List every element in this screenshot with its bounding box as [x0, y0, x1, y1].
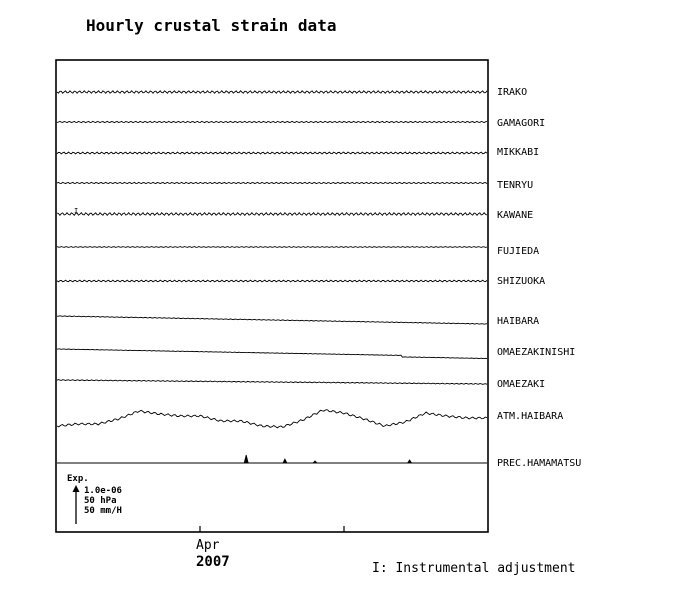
precipitation-spike [312, 460, 318, 464]
instrumental-mark: I [74, 207, 78, 215]
series-group: I [56, 90, 488, 464]
scale-arrow-head [72, 485, 80, 492]
series-label: KAWANE [497, 210, 533, 221]
series-label: OMAEZAKI [497, 379, 545, 390]
chart-title: Hourly crustal strain data [86, 16, 336, 35]
series-label: FUJIEDA [497, 246, 539, 257]
series-label: MIKKABI [497, 147, 539, 158]
scale-legend-item: 50 mm/H [84, 506, 122, 516]
precipitation-spike [282, 458, 288, 464]
series-line-gamagori [56, 120, 488, 124]
precipitation-spikes [243, 454, 413, 464]
scale-legend-item: 50 hPa [84, 496, 117, 506]
series-line-omaezaki [56, 379, 488, 385]
series-line-fujieda [56, 246, 488, 248]
series-line-omaezakinishi [56, 348, 488, 360]
x-tick-label-year: 2007 [196, 554, 230, 570]
precipitation-spike [406, 459, 413, 464]
station-labels: IRAKO GAMAGORI MIKKABI TENRYU KAWANE FUJIEDA S… [497, 87, 581, 469]
scale-legend-title: Exp. [67, 474, 89, 484]
series-label: GAMAGORI [497, 118, 545, 129]
series-label: OMAEZAKINISHI [497, 347, 575, 358]
scale-legend-item: 1.0e-06 [84, 486, 122, 496]
series-line-atm-haibara [56, 409, 488, 429]
series-label: HAIBARA [497, 316, 539, 327]
series-label: SHIZUOKA [497, 276, 545, 287]
series-line-tenryu [56, 181, 488, 185]
series-line-kawane [56, 211, 488, 217]
series-label: PREC.HAMAMATSU [497, 458, 581, 469]
plot-frame [55, 59, 489, 533]
series-line-shizuoka [56, 279, 488, 283]
precipitation-spike [243, 454, 249, 464]
series-line-haibara [57, 315, 488, 325]
series-label: IRAKO [497, 87, 527, 98]
series-line-irako [56, 90, 488, 94]
x-tick-label-month: Apr [196, 538, 220, 553]
footnote: I: Instrumental adjustment [372, 561, 576, 576]
series-line-mikkabi [56, 151, 488, 155]
scale-legend: Exp. 1.0e-06 50 hPa 50 mm/H [67, 474, 122, 524]
series-label: ATM.HAIBARA [497, 411, 563, 422]
series-label: TENRYU [497, 180, 533, 191]
